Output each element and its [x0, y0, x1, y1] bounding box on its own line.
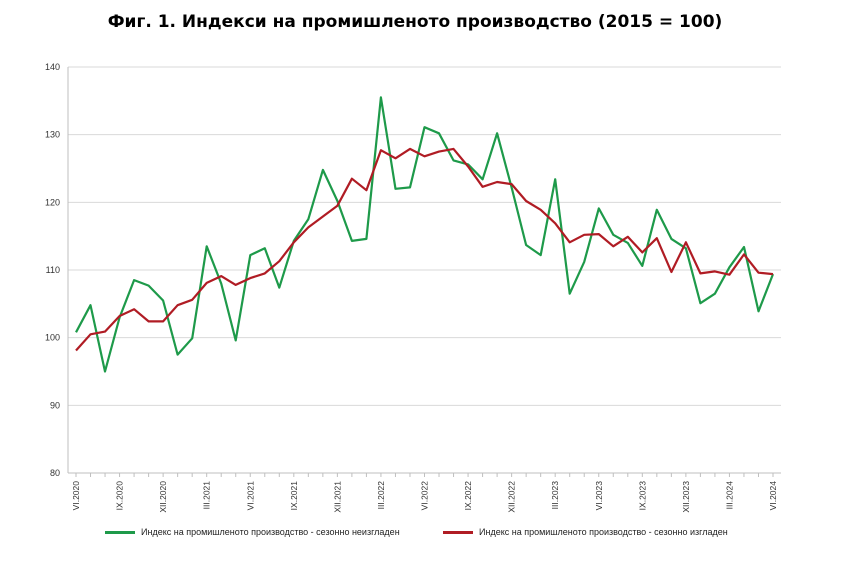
x-tick-label: III.2022 [376, 481, 386, 510]
legend-swatch-smoothed [443, 530, 473, 534]
legend-swatch-unsmoothed [105, 530, 135, 534]
legend-item-smoothed: Индекс на промишленото производство - се… [443, 527, 728, 537]
x-tick-label: IX.2021 [289, 481, 299, 511]
chart-title: Фиг. 1. Индекси на промишленото производ… [107, 12, 723, 32]
series-group [75, 96, 775, 373]
y-axis: 80 90 100 110 120 130 140 [45, 62, 69, 478]
x-tick-label: VI.2022 [420, 481, 430, 511]
x-tick-label: VI.2024 [768, 481, 778, 511]
y-tick-label: 110 [46, 265, 60, 275]
legend-item-unsmoothed: Индекс на промишленото производство - се… [105, 527, 400, 537]
x-tick-label: XII.2021 [332, 481, 342, 513]
y-tick-label: 140 [45, 62, 60, 72]
series-line-smoothed [75, 147, 774, 352]
x-tick-label: III.2023 [550, 481, 560, 510]
gridlines [68, 66, 781, 406]
x-tick-label: VI.2021 [245, 481, 255, 511]
y-tick-label: 130 [45, 130, 60, 140]
x-tick-label: III.2024 [724, 481, 734, 510]
x-tick-label: VI.2020 [71, 481, 81, 511]
x-tick-label: III.2021 [202, 481, 212, 510]
y-tick-label: 120 [45, 197, 60, 207]
x-tick-label: XII.2023 [681, 481, 691, 513]
series-line-unsmoothed [75, 96, 775, 373]
x-tick-label: XII.2020 [158, 481, 168, 513]
y-tick-label: 100 [45, 333, 60, 343]
x-axis: VI.2020 IX.2020 XII.2020 III.2021 VI.2021 IX.… [68, 472, 781, 513]
y-tick-label: 90 [50, 400, 60, 410]
y-tick-label: 80 [50, 468, 60, 478]
x-tick-label: XII.2022 [507, 481, 517, 513]
legend-label-smoothed: Индекс на промишленото производство - се… [479, 527, 728, 537]
x-tick-label: IX.2022 [463, 481, 473, 511]
legend: Индекс на промишленото производство - се… [0, 527, 860, 547]
x-tick-label: VI.2023 [594, 481, 604, 511]
legend-label-unsmoothed: Индекс на промишленото производство - се… [141, 527, 400, 537]
x-tick-label: IX.2020 [115, 481, 125, 511]
x-tick-label: IX.2023 [637, 481, 647, 511]
